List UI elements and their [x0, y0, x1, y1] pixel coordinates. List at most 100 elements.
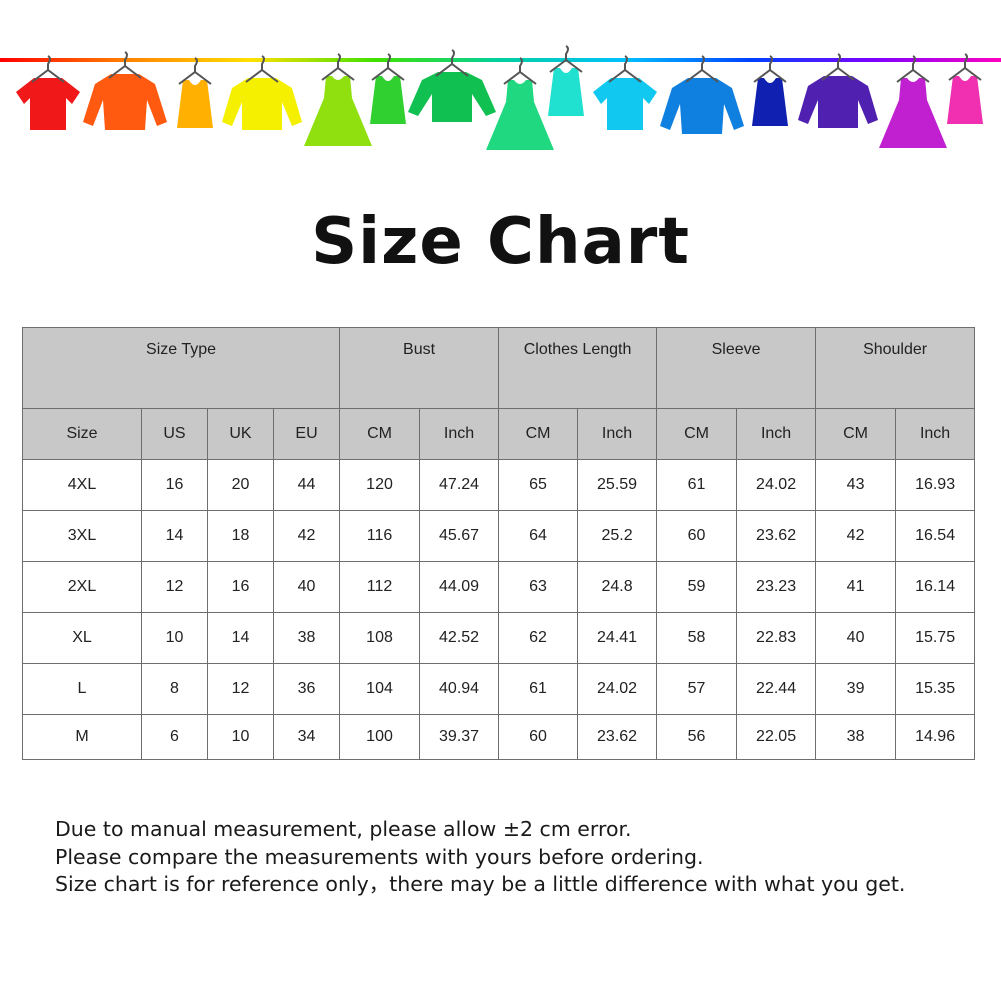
table-cell: 16 — [207, 561, 274, 613]
table-cell: M — [22, 714, 142, 760]
table-cell: 56 — [656, 714, 738, 760]
subheader-cell: CM — [815, 408, 897, 460]
table-cell: 15.35 — [895, 663, 976, 715]
dress-icon — [304, 53, 372, 146]
table-cell: 44.09 — [419, 561, 500, 613]
table-cell: 44 — [272, 459, 341, 511]
garment-shape — [16, 78, 80, 130]
garment-shape — [304, 76, 372, 146]
table-cell: 112 — [339, 561, 421, 613]
subheader-cell: Inch — [736, 408, 817, 460]
table-cell: 4XL — [22, 459, 142, 511]
table-cell: 14 — [141, 510, 208, 562]
hanger-icon — [948, 53, 982, 81]
table-cell: 60 — [656, 510, 738, 562]
subheader-cell: UK — [207, 408, 274, 460]
table-cell: 38 — [272, 612, 341, 664]
header-shoulder: Shoulder — [815, 327, 976, 409]
shirt-icon — [660, 55, 744, 134]
table-cell: 38 — [815, 714, 897, 760]
tank-top-icon — [177, 57, 213, 128]
table-cell: 12 — [141, 561, 208, 613]
table-cell: 22.44 — [736, 663, 817, 715]
table-cell: 120 — [339, 459, 421, 511]
garment-shape — [177, 80, 213, 128]
table-cell: 20 — [207, 459, 274, 511]
tank-top-icon — [947, 53, 983, 124]
hanger-icon — [108, 51, 142, 79]
table-row: 3XL 14 18 42 116 45.67 64 25.2 60 23.62 42 16.54 — [22, 510, 976, 562]
table-cell: 60 — [498, 714, 579, 760]
table-cell: 25.2 — [577, 510, 658, 562]
hanger-icon — [435, 49, 469, 77]
table-cell: 36 — [272, 663, 341, 715]
table-cell: 14 — [207, 612, 274, 664]
note-line: Please compare the measurements with you… — [55, 844, 704, 869]
table-cell: 39.37 — [419, 714, 500, 760]
table-cell: 22.05 — [736, 714, 817, 760]
subheader-cell: US — [141, 408, 208, 460]
hanger-icon — [31, 55, 65, 83]
dress-icon — [879, 55, 947, 148]
table-cell: 24.02 — [577, 663, 658, 715]
table-row: M 6 10 34 100 39.37 60 23.62 56 22.05 38 14.96 — [22, 714, 976, 760]
group-header-row: Size Type Bust Clothes Length Sleeve Sho… — [21, 327, 976, 409]
table-cell: 62 — [498, 612, 579, 664]
table-cell: 10 — [207, 714, 274, 760]
hanger-icon — [896, 55, 930, 83]
header-sleeve: Sleeve — [656, 327, 817, 409]
sub-header-row: Size US UK EU CM Inch CM Inch CM Inch CM Inch — [22, 408, 976, 460]
table-cell: 24.8 — [577, 561, 658, 613]
garment-shape — [798, 76, 878, 128]
table-cell: 25.59 — [577, 459, 658, 511]
table-cell: 61 — [656, 459, 738, 511]
hanger-icon — [178, 57, 212, 85]
table-cell: 10 — [141, 612, 208, 664]
table-cell: 65 — [498, 459, 579, 511]
table-cell: 63 — [498, 561, 579, 613]
table-cell: 61 — [498, 663, 579, 715]
table-row: L 8 12 36 104 40.94 61 24.02 57 22.44 39 15.35 — [22, 663, 976, 715]
table-cell: 16.14 — [895, 561, 976, 613]
table-cell: 6 — [141, 714, 208, 760]
header-size-type: Size Type — [21, 327, 341, 409]
tank-top-icon — [370, 53, 406, 124]
hanger-icon — [608, 55, 642, 83]
table-cell: 16 — [141, 459, 208, 511]
sweater-icon — [222, 55, 302, 130]
table-cell: 39 — [815, 663, 897, 715]
tshirt-icon — [593, 55, 657, 130]
table-cell: 15.75 — [895, 612, 976, 664]
table-cell: 108 — [339, 612, 421, 664]
table-cell: 3XL — [22, 510, 142, 562]
hanger-icon — [321, 53, 355, 81]
table-cell: 22.83 — [736, 612, 817, 664]
notes: Due to manual measurement, please allow … — [55, 816, 905, 899]
garment-shape — [486, 80, 554, 150]
tshirt-icon — [16, 55, 80, 130]
subheader-cell: Inch — [419, 408, 500, 460]
table-cell: 14.96 — [895, 714, 976, 760]
header-bust: Bust — [339, 327, 500, 409]
table-cell: 16.54 — [895, 510, 976, 562]
table-cell: 12 — [207, 663, 274, 715]
header-clothes-length: Clothes Length — [498, 327, 658, 409]
hanger-icon — [549, 45, 583, 73]
page-title: Size Chart — [311, 205, 690, 279]
table-cell: 116 — [339, 510, 421, 562]
subheader-cell: Inch — [895, 408, 976, 460]
subheader-cell: CM — [498, 408, 579, 460]
subheader-cell: Inch — [577, 408, 658, 460]
dress-icon — [486, 57, 554, 150]
table-cell: 42 — [272, 510, 341, 562]
clothesline — [0, 58, 1001, 62]
table-cell: 23.62 — [577, 714, 658, 760]
table-cell: 18 — [207, 510, 274, 562]
table-cell: XL — [22, 612, 142, 664]
sweater-icon — [798, 53, 878, 128]
table-cell: 100 — [339, 714, 421, 760]
table-cell: 64 — [498, 510, 579, 562]
subheader-cell: Size — [22, 408, 142, 460]
subheader-cell: CM — [339, 408, 421, 460]
table-row: XL 10 14 38 108 42.52 62 24.41 58 22.83 40 15.75 — [22, 612, 976, 664]
